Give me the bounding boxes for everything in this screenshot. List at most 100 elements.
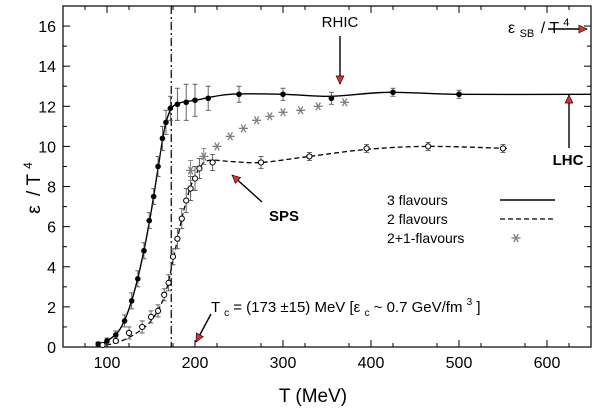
sb-arrow-head — [578, 24, 588, 34]
tc-exponent: 3 — [467, 297, 473, 308]
point-3-flavours — [280, 91, 286, 98]
point-2-flavours — [139, 323, 146, 331]
point-3-flavours — [456, 91, 462, 98]
point-3-flavours — [159, 135, 166, 142]
point-3-flavours — [328, 95, 335, 102]
y-tick-label: 10 — [38, 139, 56, 156]
tc-close: ] — [476, 299, 480, 316]
point-2plus1-flavours — [340, 98, 350, 107]
point-3-flavours — [174, 101, 181, 108]
point-3-flavours — [205, 95, 211, 102]
y-axis-label-tail: / T — [24, 173, 45, 196]
tc-arrow-head — [195, 332, 204, 343]
y-axis-label-exp: 4 — [21, 162, 35, 169]
point-2-flavours — [257, 159, 265, 166]
point-2-flavours — [425, 143, 432, 150]
point-2-flavours — [187, 185, 194, 192]
rhic-label: RHIC — [322, 14, 359, 31]
point-2plus1-flavours — [186, 166, 196, 175]
point-2plus1-flavours-stroke — [240, 124, 247, 133]
legend-swatch-star — [511, 233, 521, 243]
point-3-flavours — [113, 332, 119, 338]
legend-label: 2 flavours — [387, 211, 448, 227]
sps-arrow-head — [231, 174, 242, 184]
point-3-flavours — [167, 105, 174, 112]
point-2plus1-flavours-stroke — [315, 102, 322, 111]
point-2-flavours — [191, 175, 199, 182]
x-tick-label: 100 — [94, 355, 121, 372]
x-axis-label: T (MeV) — [279, 386, 347, 407]
point-2plus1-flavours-stroke — [227, 132, 234, 141]
sb-tail: / T — [541, 20, 560, 37]
sb-arrow — [548, 24, 588, 34]
point-3-flavours — [236, 91, 242, 98]
point-2plus1-flavours-stroke — [266, 112, 273, 121]
y-tick-label: 14 — [38, 59, 56, 76]
rhic-arrow-head — [335, 75, 345, 85]
y-tick-label: 0 — [47, 340, 56, 357]
point-2plus1-flavours — [225, 132, 235, 141]
point-2plus1-flavours — [252, 116, 262, 125]
point-2-flavours — [196, 165, 203, 172]
point-2plus1-flavours-stroke — [253, 116, 260, 125]
point-3-flavours — [135, 276, 141, 282]
lhc-arrow-head — [564, 94, 574, 104]
point-2-flavours — [154, 307, 162, 314]
stefan-boltzmann-label: ε SB / T 4 — [508, 17, 569, 41]
series-points — [95, 83, 507, 349]
plot-frame-box — [62, 5, 592, 348]
point-3-flavours — [163, 119, 169, 126]
point-3-flavours — [150, 193, 157, 200]
y-axis-label-epsilon: ε — [24, 205, 45, 214]
point-2plus1-flavours — [296, 106, 306, 115]
point-2-flavours — [499, 145, 507, 152]
x-tick-label: 400 — [358, 355, 385, 372]
y-tick-label: 2 — [47, 300, 56, 317]
x-tick-label: 500 — [446, 355, 473, 372]
tc-arrow — [195, 313, 212, 343]
point-2plus1-flavours — [212, 142, 222, 151]
legend: 3 flavours 2 flavours 2+1-flavours — [387, 192, 555, 246]
point-2-flavours — [209, 159, 216, 166]
point-3-flavours — [146, 217, 153, 224]
legend-label: 2+1-flavours — [387, 230, 464, 246]
point-2plus1-flavours — [278, 108, 288, 117]
point-3-flavours — [104, 338, 110, 344]
point-3-flavours — [128, 298, 135, 304]
point-2-flavours — [165, 279, 172, 286]
tc-value: = (173 ±15) MeV [ε — [233, 299, 360, 316]
x-tick-label: 200 — [182, 355, 209, 372]
tc-subscript: c — [224, 308, 229, 319]
point-2-flavours — [99, 341, 106, 349]
sb-epsilon: ε — [508, 20, 515, 37]
point-2-flavours — [125, 329, 133, 337]
sb-subscript: SB — [520, 28, 535, 40]
y-tick-label: 4 — [47, 260, 56, 277]
x-tick-label: 300 — [270, 355, 297, 372]
point-2plus1-flavours — [199, 152, 209, 161]
point-2plus1-flavours-stroke — [341, 98, 348, 107]
point-3-flavours — [183, 99, 189, 106]
point-2plus1-flavours — [238, 124, 248, 133]
tc-t: T — [211, 299, 220, 316]
point-2plus1-flavours-stroke — [280, 108, 286, 117]
point-2-flavours — [363, 145, 370, 152]
point-2-flavours — [178, 215, 185, 222]
y-tick-label: 12 — [38, 99, 56, 116]
point-2-flavours — [183, 197, 190, 204]
sb-exponent: 4 — [563, 17, 569, 29]
point-2plus1-flavours-stroke — [187, 166, 194, 175]
y-tick-label: 16 — [38, 19, 56, 36]
tc-eps-value: ~ 0.7 GeV/fm — [374, 299, 463, 316]
point-3-flavours — [141, 247, 147, 254]
sps-label: SPS — [269, 208, 299, 225]
sps-arrow — [231, 174, 263, 203]
point-3-flavours — [121, 318, 128, 324]
lhc-arrow — [564, 94, 574, 148]
point-2-flavours — [306, 153, 313, 160]
point-2plus1-flavours — [265, 112, 275, 121]
plot-frame — [62, 5, 592, 348]
legend-swatch-star-stroke — [513, 233, 519, 243]
lhc-label: LHC — [553, 152, 584, 169]
